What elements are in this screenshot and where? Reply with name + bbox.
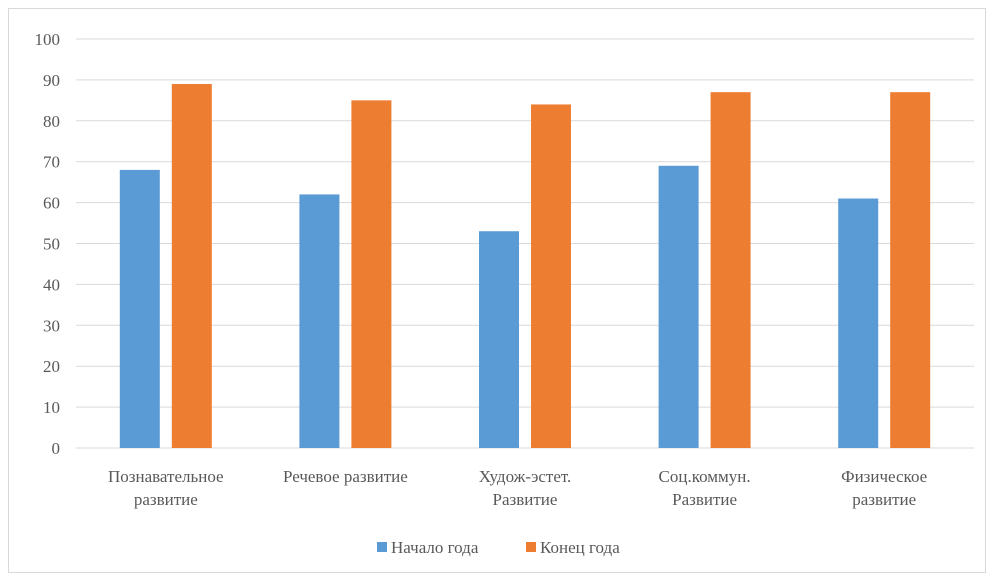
y-tick-label: 60 [43, 194, 60, 213]
bars [119, 83, 931, 449]
legend-label: Начало года [391, 538, 479, 557]
bar-end-2 [531, 104, 571, 448]
x-category-label: Развитие [672, 490, 737, 509]
y-tick-label: 100 [35, 30, 61, 49]
y-tick-label: 10 [43, 398, 60, 417]
x-category-label: Речевое развитие [283, 467, 408, 486]
y-tick-label: 20 [43, 357, 60, 376]
y-tick-label: 40 [43, 275, 60, 294]
bar-start-0 [119, 169, 160, 448]
gridlines [76, 38, 974, 449]
y-tick-label: 30 [43, 316, 60, 335]
bar-start-4 [838, 198, 879, 448]
y-tick-label: 90 [43, 71, 60, 90]
x-axis-labels: Познавательное развитие Речевое развитие Ху… [108, 467, 927, 509]
x-category-label: развитие [134, 490, 198, 509]
bar-start-1 [299, 194, 340, 448]
legend-swatch [526, 542, 536, 552]
bar-end-1 [351, 100, 392, 448]
bar-start-2 [479, 231, 519, 448]
legend-swatch [377, 542, 387, 552]
y-tick-label: 80 [43, 112, 60, 131]
bar-end-3 [710, 92, 751, 449]
y-tick-label: 50 [43, 235, 60, 254]
x-category-label: Познавательное [108, 467, 224, 486]
y-tick-label: 0 [52, 439, 61, 458]
bar-start-3 [658, 165, 699, 449]
y-tick-label: 70 [43, 153, 60, 172]
legend-label: Конец года [540, 538, 620, 557]
x-category-label: Худож-эстет. [479, 467, 572, 486]
y-axis-ticks: 0 10 20 30 40 50 60 70 80 90 100 [35, 30, 61, 458]
bar-end-4 [890, 92, 931, 449]
x-category-label: Развитие [493, 490, 558, 509]
legend: Начало года Конец года [377, 538, 620, 557]
bar-end-0 [171, 83, 212, 449]
x-category-label: развитие [852, 490, 916, 509]
x-category-label: Физическое [841, 467, 927, 486]
x-category-label: Соц.коммун. [659, 467, 751, 486]
